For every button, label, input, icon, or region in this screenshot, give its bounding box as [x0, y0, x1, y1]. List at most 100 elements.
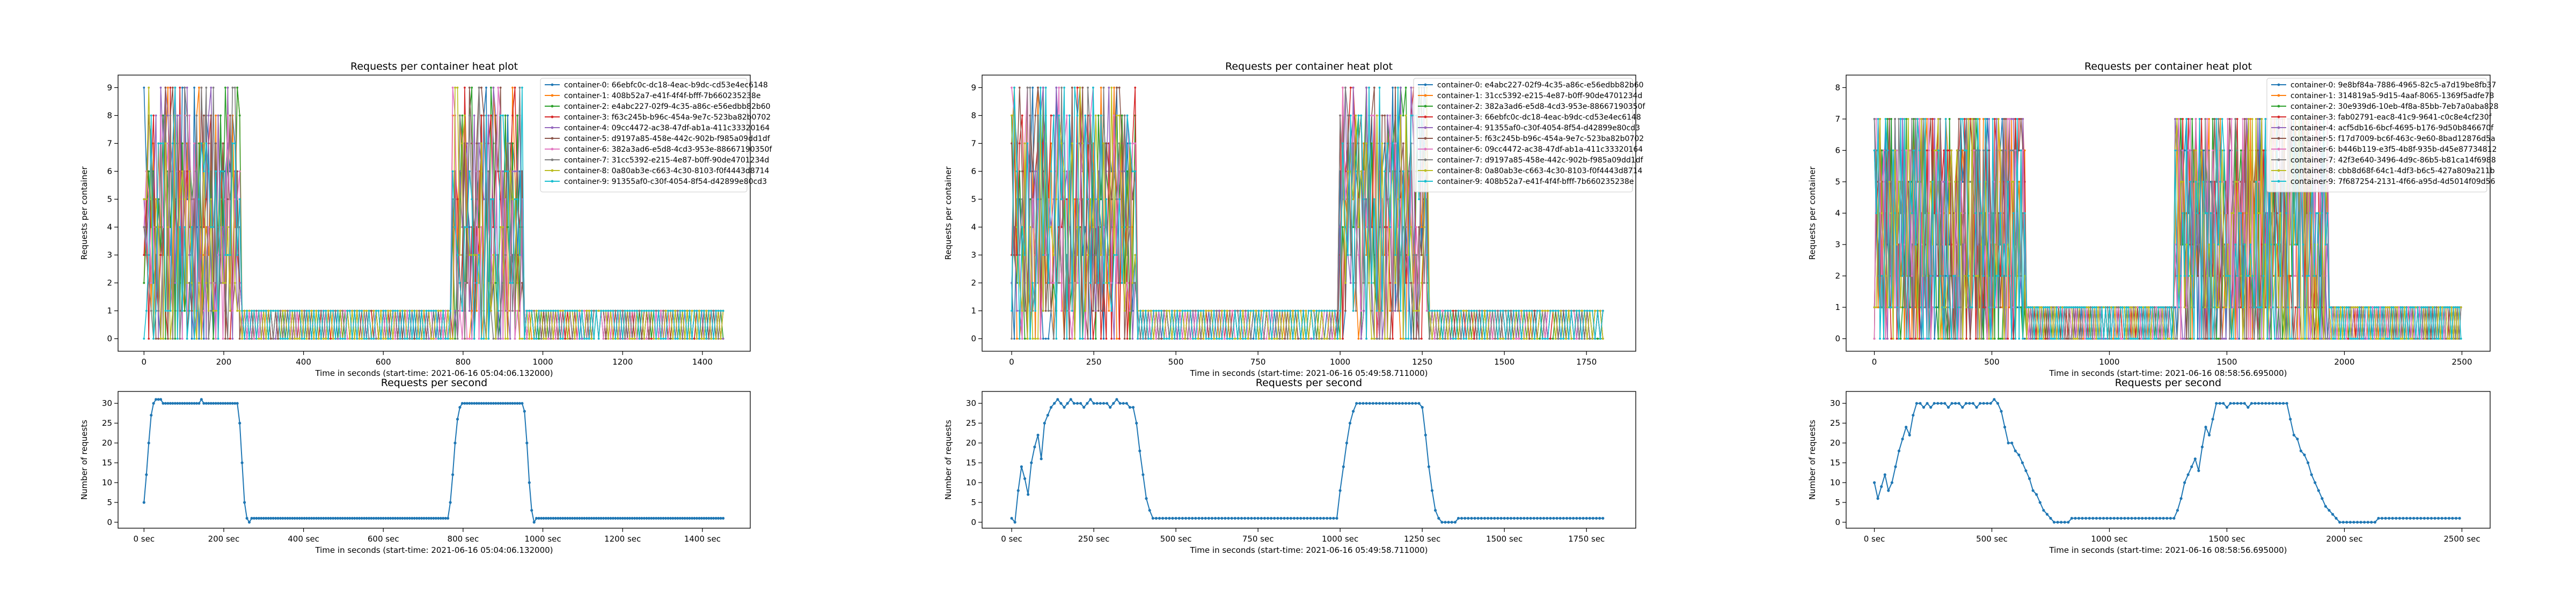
data-point — [454, 87, 456, 89]
data-point — [1286, 310, 1289, 312]
data-point — [1594, 338, 1596, 340]
data-point — [624, 310, 626, 312]
legend-marker — [1424, 116, 1427, 119]
data-point — [545, 310, 547, 312]
data-point — [231, 143, 233, 145]
x-tick-label: 1400 — [692, 357, 713, 367]
data-point — [1549, 310, 1552, 312]
data-point — [435, 310, 437, 312]
data-point — [617, 310, 619, 312]
data-point — [459, 310, 461, 312]
data-point — [413, 338, 415, 340]
data-point — [464, 115, 466, 117]
legend-marker — [551, 148, 554, 151]
data-point — [1484, 310, 1486, 312]
x-tick-label: 500 — [1984, 357, 2000, 367]
data-point — [624, 338, 626, 340]
data-point — [1360, 171, 1362, 173]
data-point — [1339, 338, 1341, 340]
data-point — [718, 338, 720, 340]
legend-marker — [551, 169, 554, 172]
data-point — [490, 115, 492, 117]
data-point — [184, 310, 186, 312]
data-point — [205, 282, 207, 284]
data-point — [1063, 338, 1065, 340]
data-point — [579, 338, 581, 340]
data-point — [1095, 254, 1097, 256]
data-point — [416, 310, 418, 312]
data-point — [152, 226, 155, 228]
data-point — [1058, 87, 1060, 89]
data-point — [462, 338, 464, 340]
data-point — [203, 338, 205, 340]
data-point — [1389, 226, 1391, 228]
data-point — [1282, 338, 1284, 340]
data-point — [186, 87, 188, 89]
data-point — [696, 310, 698, 312]
y-tick-label: 4 — [971, 223, 976, 232]
data-point — [1121, 115, 1123, 117]
data-point — [267, 338, 269, 340]
data-point — [1470, 338, 1473, 340]
data-point — [203, 171, 205, 173]
data-point — [179, 115, 181, 117]
y-tick-label: 0 — [971, 334, 976, 344]
data-point — [1570, 310, 1572, 312]
data-point — [1092, 310, 1094, 312]
data-point — [1408, 171, 1410, 173]
data-point — [1413, 338, 1415, 340]
data-point — [1232, 310, 1234, 312]
data-point — [1441, 338, 1444, 340]
data-point — [311, 310, 313, 312]
data-point — [1103, 87, 1105, 89]
data-point — [186, 282, 188, 284]
y-tick-label: 8 — [971, 110, 976, 120]
data-point — [318, 310, 320, 312]
data-point — [1218, 338, 1220, 340]
data-point — [150, 310, 152, 312]
data-point — [1042, 87, 1044, 89]
data-point — [208, 115, 210, 117]
data-point — [1021, 171, 1023, 173]
data-point — [296, 310, 298, 312]
data-point — [143, 87, 145, 89]
legend-marker — [1424, 180, 1427, 183]
data-point — [552, 310, 554, 312]
data-point — [1242, 310, 1244, 312]
data-point — [255, 338, 258, 340]
data-point — [1544, 310, 1546, 312]
data-point — [1274, 310, 1276, 312]
data-point — [1040, 338, 1042, 340]
data-point — [172, 87, 174, 89]
data-point — [1197, 310, 1199, 312]
data-point — [1400, 310, 1402, 312]
data-point — [1415, 338, 1417, 340]
data-point — [313, 310, 315, 312]
data-point — [454, 226, 456, 228]
data-point — [1095, 338, 1097, 340]
data-point — [428, 310, 430, 312]
y-tick-label: 1 — [971, 306, 976, 316]
data-point — [1394, 254, 1396, 256]
data-point — [1137, 338, 1139, 340]
data-point — [406, 338, 408, 340]
data-point — [1321, 338, 1323, 340]
data-point — [576, 310, 579, 312]
data-point — [1121, 226, 1123, 228]
data-point — [1465, 338, 1467, 340]
data-point — [1455, 338, 1457, 340]
data-point — [162, 143, 164, 145]
data-point — [713, 338, 715, 340]
data-point — [1470, 310, 1473, 312]
data-point — [500, 87, 502, 89]
data-point — [691, 310, 693, 312]
data-point — [1402, 171, 1404, 173]
data-point — [143, 282, 145, 284]
data-point — [1103, 338, 1105, 340]
data-point — [1494, 338, 1496, 340]
data-point — [579, 310, 581, 312]
data-point — [1297, 310, 1299, 312]
data-point — [629, 310, 631, 312]
data-point — [1473, 338, 1475, 340]
data-point — [1116, 115, 1118, 117]
